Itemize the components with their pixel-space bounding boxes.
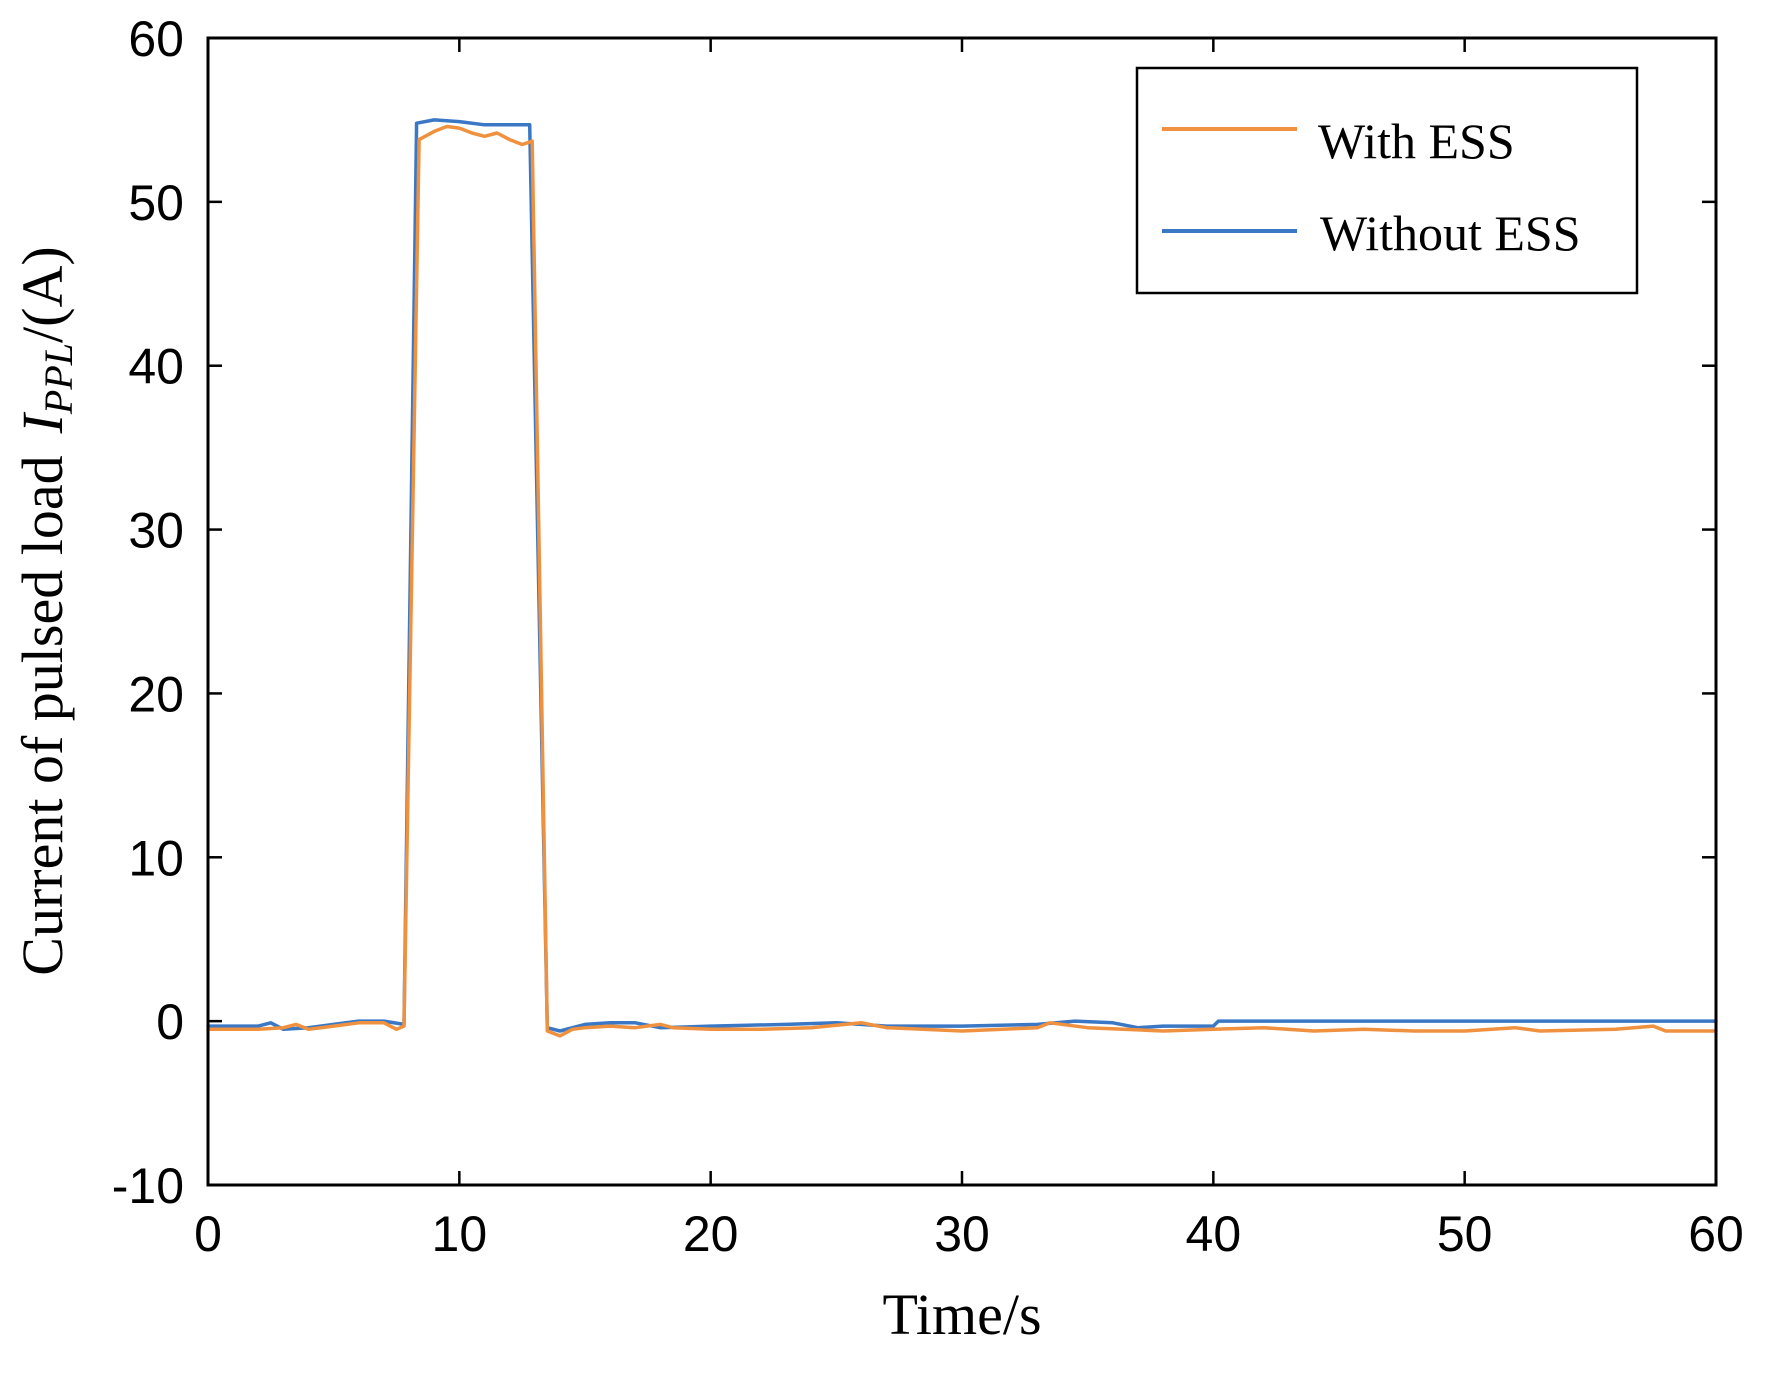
x-tick-label-4: 40 [1186,1206,1242,1262]
legend-label-without-ess: Without ESS [1320,205,1581,261]
y-tick-label-2: 10 [128,830,184,886]
y-axis-title-subscript: PPL [36,343,81,415]
x-axis-title: Time/s [882,1282,1041,1347]
y-tick-label-4: 30 [128,503,184,559]
plot-frame [206,36,1718,1187]
series-lines [206,118,1718,1038]
x-tick-label-0: 0 [194,1206,222,1262]
y-axis-title-unit: /(A) [10,246,75,343]
y-axis-title-symbol: I [10,411,75,434]
y-axis-title-main: Current of pulsed load [10,455,75,975]
y-tick-label-1: 0 [156,994,184,1050]
series-line-with-ess [206,124,1718,1038]
y-axis-title: Current of pulsed load IPPL/(A) [10,246,81,975]
y-tick-label-0: -10 [112,1158,184,1214]
x-tick-label-3: 30 [934,1206,990,1262]
y-tick-label-7: 60 [128,11,184,67]
x-tick-label-6: 60 [1688,1206,1744,1262]
legend: With ESS Without ESS [1135,66,1639,295]
y-tick-label-6: 50 [128,175,184,231]
y-tick-label-5: 40 [128,339,184,395]
y-tick-label-3: 20 [128,666,184,722]
x-tick-label-2: 20 [683,1206,739,1262]
x-tick-label-1: 10 [432,1206,488,1262]
legend-box [1135,66,1639,295]
legend-label-with-ess: With ESS [1318,113,1515,169]
x-tick-label-5: 50 [1437,1206,1493,1262]
